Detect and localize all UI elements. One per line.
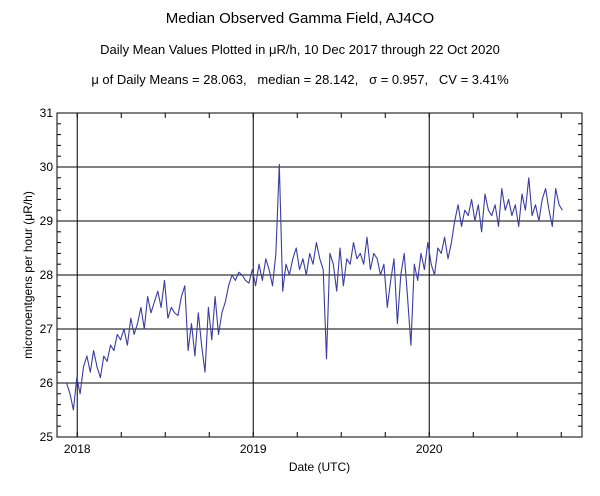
plot-frame bbox=[56, 112, 583, 438]
chart-stats: μ of Daily Means = 28.063, median = 28.1… bbox=[91, 72, 509, 87]
x-tick-label: 2018 bbox=[64, 442, 91, 456]
series-line bbox=[66, 163, 563, 411]
y-tick-label: 28 bbox=[40, 268, 54, 282]
y-tick-label: 27 bbox=[40, 322, 54, 336]
y-tick-label: 25 bbox=[40, 430, 54, 444]
y-tick-label: 29 bbox=[40, 214, 54, 228]
grid bbox=[57, 113, 582, 437]
y-axis-label: microroentgens per hour (μR/h) bbox=[21, 191, 35, 359]
x-tick-label: 2020 bbox=[416, 442, 443, 456]
series bbox=[66, 163, 563, 411]
y-tick-label: 31 bbox=[40, 106, 54, 120]
chart-subtitle: Daily Mean Values Plotted in μR/h, 10 De… bbox=[100, 42, 500, 57]
y-tick-label: 30 bbox=[40, 160, 54, 174]
x-tick-label: 2019 bbox=[240, 442, 267, 456]
ticks bbox=[57, 112, 582, 438]
chart-title: Median Observed Gamma Field, AJ4CO bbox=[165, 10, 435, 27]
x-axis-label: Date (UTC) bbox=[289, 460, 350, 474]
y-tick-label: 26 bbox=[40, 376, 54, 390]
tick-labels: 25 26 27 28 29 30 31 2018 2019 2020 bbox=[40, 106, 443, 456]
